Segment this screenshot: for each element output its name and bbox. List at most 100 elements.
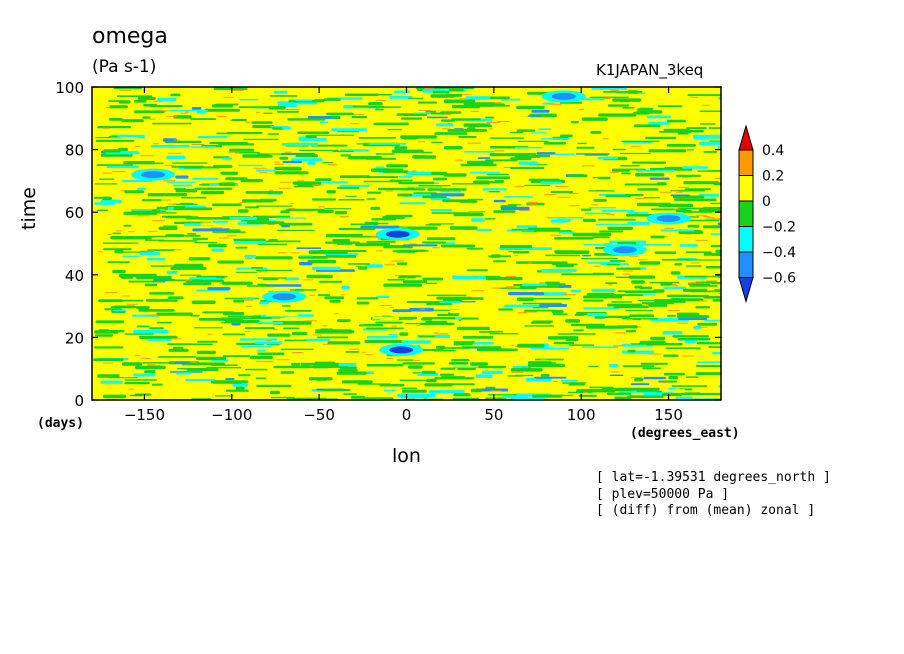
field-streak	[488, 96, 510, 100]
field-streak	[119, 89, 132, 91]
field-streak	[715, 249, 721, 253]
field-streak	[689, 219, 720, 222]
field-streak	[631, 145, 642, 147]
field-streak	[672, 195, 705, 199]
field-streak	[337, 320, 346, 322]
field-streak	[252, 125, 275, 129]
field-streak	[148, 314, 158, 316]
field-streak	[246, 258, 251, 260]
field-streak	[304, 320, 318, 322]
field-streak	[593, 265, 601, 267]
field-streak	[173, 346, 184, 350]
field-streak	[656, 182, 667, 186]
field-streak	[426, 302, 452, 306]
field-streak	[399, 249, 427, 252]
field-streak	[351, 115, 367, 119]
field-streak	[158, 226, 178, 230]
note-diff: [ (diff) from (mean) zonal ]	[596, 503, 816, 518]
field-streak	[636, 390, 657, 392]
field-streak	[598, 218, 636, 221]
field-streak	[325, 255, 356, 258]
field-streak	[319, 121, 329, 124]
field-streak	[103, 149, 121, 153]
field-streak	[371, 218, 397, 221]
field-streak	[679, 244, 698, 247]
field-streak	[356, 143, 365, 145]
field-streak	[586, 292, 615, 296]
field-streak	[695, 239, 708, 241]
field-streak	[591, 87, 628, 90]
field-streak	[124, 382, 150, 385]
field-streak	[557, 333, 596, 335]
field-streak	[285, 109, 300, 110]
field-streak	[317, 294, 331, 297]
field-streak	[285, 208, 325, 211]
field-streak	[511, 228, 535, 231]
field-streak	[223, 96, 234, 98]
field-streak	[611, 168, 630, 172]
field-streak	[366, 240, 396, 243]
field-streak	[218, 317, 243, 321]
field-streak	[709, 257, 720, 260]
field-streak	[586, 325, 625, 329]
field-streak	[528, 203, 538, 205]
field-streak	[94, 202, 115, 205]
field-streak	[186, 368, 219, 371]
field-streak	[553, 341, 575, 345]
field-streak	[159, 199, 172, 201]
field-streak	[174, 263, 204, 268]
field-streak	[712, 299, 721, 302]
field-streak	[185, 379, 215, 381]
field-streak	[93, 358, 124, 362]
field-streak	[439, 373, 455, 376]
field-streak	[627, 349, 636, 353]
field-streak	[321, 181, 349, 184]
field-streak	[591, 288, 616, 293]
field-streak	[114, 250, 124, 254]
field-streak	[216, 276, 226, 279]
field-streak	[531, 109, 550, 113]
field-streak	[533, 230, 572, 232]
field-streak	[578, 108, 585, 110]
field-streak	[677, 322, 688, 324]
field-streak	[147, 193, 188, 197]
field-streak	[338, 199, 365, 201]
field-streak	[639, 261, 661, 265]
field-streak	[277, 229, 315, 231]
field-streak	[476, 176, 511, 179]
field-streak	[356, 297, 379, 300]
field-streak	[341, 380, 373, 384]
field-streak	[577, 142, 587, 145]
field-streak	[271, 316, 286, 318]
field-streak	[453, 341, 475, 344]
field-streak	[327, 341, 361, 345]
field-streak	[615, 332, 627, 334]
field-streak	[687, 282, 702, 284]
field-streak	[660, 229, 695, 232]
field-streak	[180, 202, 194, 205]
field-streak	[174, 188, 186, 190]
field-streak	[336, 241, 353, 245]
field-streak	[277, 110, 300, 113]
field-streak	[597, 176, 611, 180]
field-streak	[650, 336, 666, 341]
x-axis: −150 −100 −50 0 50 100 150	[124, 87, 683, 424]
field-streak	[609, 374, 624, 376]
field-streak	[223, 312, 245, 316]
field-streak	[712, 218, 721, 220]
field-streak	[527, 286, 565, 288]
field-streak	[257, 349, 266, 352]
field-streak	[633, 124, 661, 128]
field-streak	[137, 97, 156, 100]
field-streak	[432, 90, 450, 94]
field-streak	[627, 221, 650, 225]
field-streak	[714, 289, 721, 291]
field-streak	[270, 396, 295, 399]
field-streak	[202, 311, 211, 314]
field-streak	[482, 188, 507, 191]
field-streak	[622, 365, 655, 368]
field-streak	[97, 374, 120, 378]
field-streak	[290, 252, 300, 254]
field-streak	[528, 227, 561, 231]
field-streak	[498, 287, 536, 289]
